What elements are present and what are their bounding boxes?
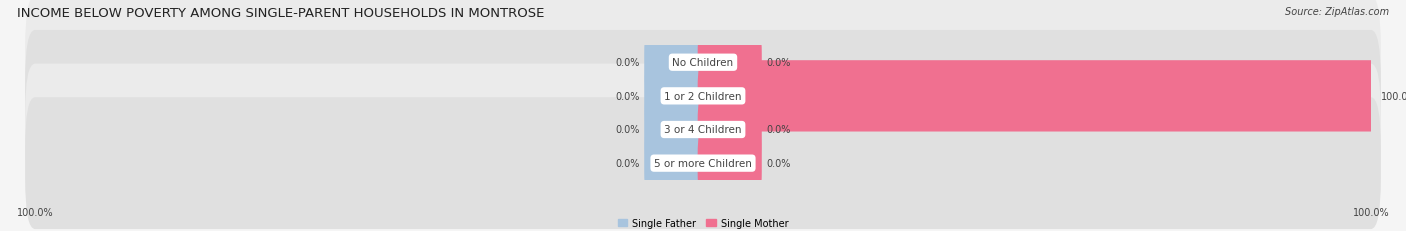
FancyBboxPatch shape [25, 0, 1381, 129]
Text: 0.0%: 0.0% [766, 58, 790, 68]
FancyBboxPatch shape [25, 31, 1381, 162]
Text: 100.0%: 100.0% [1353, 207, 1389, 217]
Text: 5 or more Children: 5 or more Children [654, 158, 752, 168]
FancyBboxPatch shape [644, 27, 709, 98]
FancyBboxPatch shape [697, 27, 762, 98]
Text: 3 or 4 Children: 3 or 4 Children [664, 125, 742, 135]
FancyBboxPatch shape [644, 94, 709, 165]
Text: 100.0%: 100.0% [1381, 91, 1406, 101]
FancyBboxPatch shape [644, 128, 709, 199]
Text: 0.0%: 0.0% [616, 158, 640, 168]
FancyBboxPatch shape [25, 98, 1381, 229]
FancyBboxPatch shape [697, 61, 1376, 132]
Text: 0.0%: 0.0% [616, 125, 640, 135]
Text: No Children: No Children [672, 58, 734, 68]
Text: INCOME BELOW POVERTY AMONG SINGLE-PARENT HOUSEHOLDS IN MONTROSE: INCOME BELOW POVERTY AMONG SINGLE-PARENT… [17, 7, 544, 20]
FancyBboxPatch shape [25, 64, 1381, 196]
FancyBboxPatch shape [697, 94, 762, 165]
FancyBboxPatch shape [644, 61, 709, 132]
Text: 0.0%: 0.0% [616, 58, 640, 68]
Text: 0.0%: 0.0% [616, 91, 640, 101]
Text: 0.0%: 0.0% [766, 125, 790, 135]
Legend: Single Father, Single Mother: Single Father, Single Mother [614, 214, 792, 231]
Text: 1 or 2 Children: 1 or 2 Children [664, 91, 742, 101]
Text: 100.0%: 100.0% [17, 207, 53, 217]
FancyBboxPatch shape [697, 128, 762, 199]
Text: 0.0%: 0.0% [766, 158, 790, 168]
Text: Source: ZipAtlas.com: Source: ZipAtlas.com [1285, 7, 1389, 17]
